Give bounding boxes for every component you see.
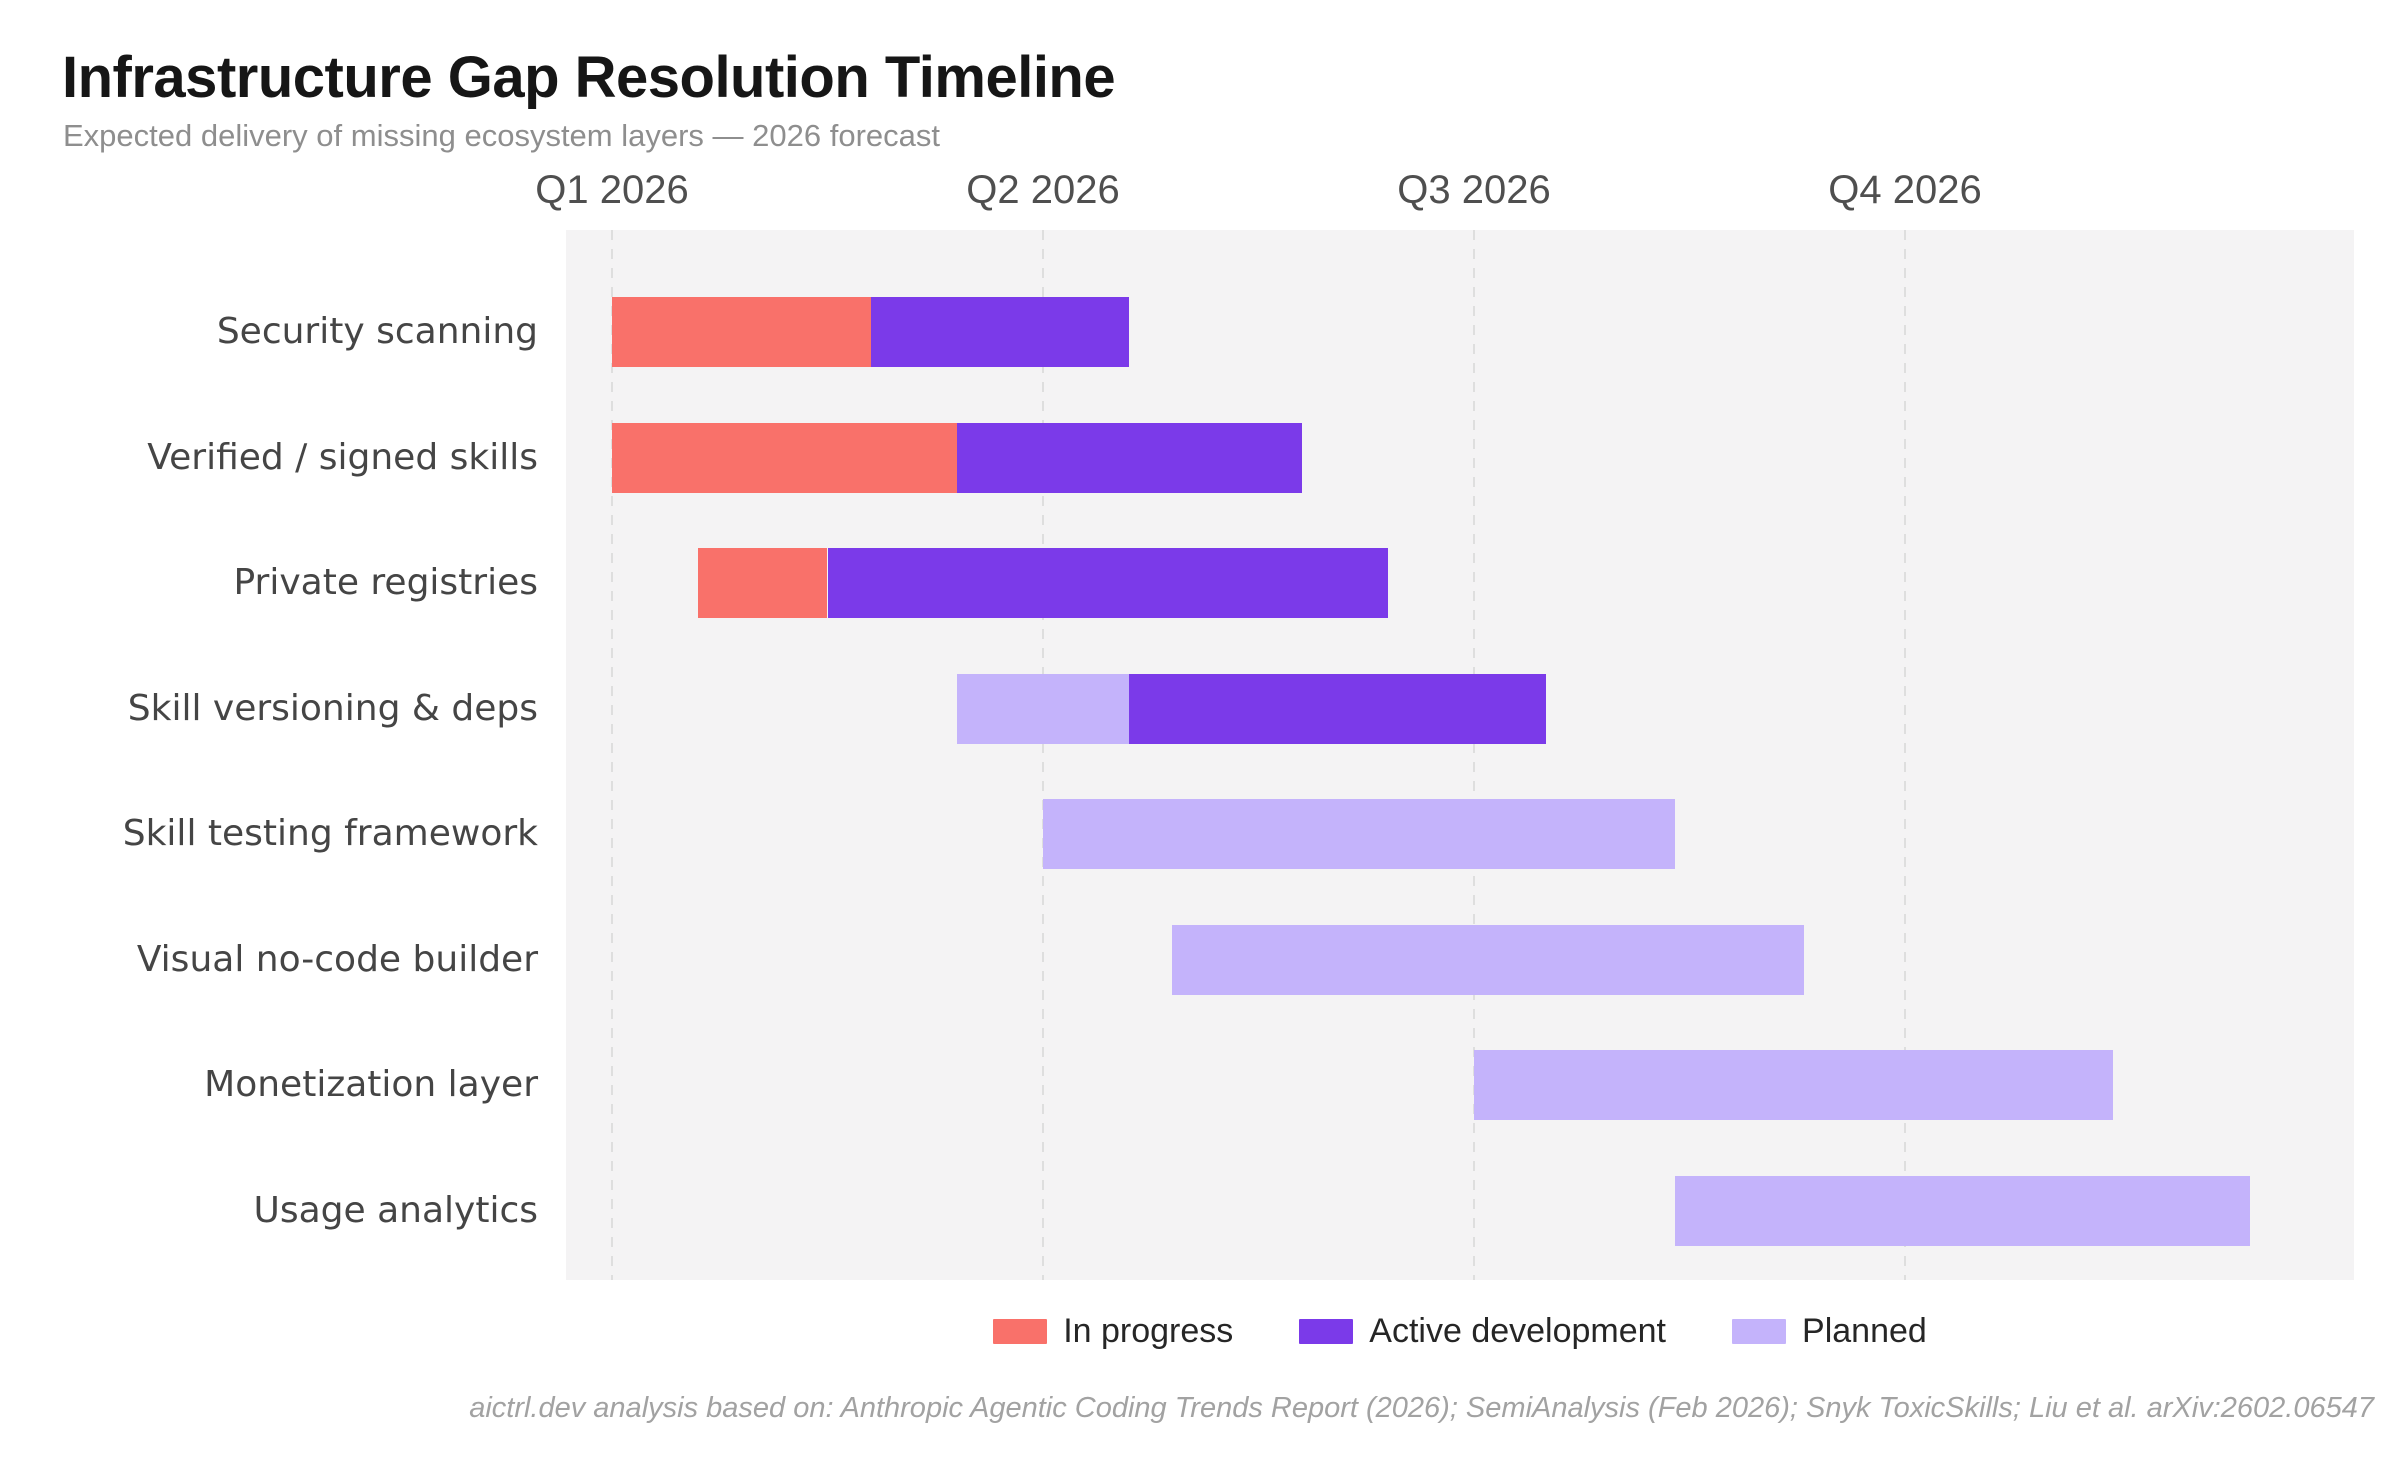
x-tick-q1-2026: Q1 2026	[535, 168, 689, 212]
row-label-security-scanning: Security scanning	[216, 311, 538, 352]
bar-segment-planned	[1675, 1175, 2250, 1246]
x-tick-q2-2026: Q2 2026	[966, 168, 1120, 212]
chart-subtitle: Expected delivery of missing ecosystem l…	[63, 118, 940, 153]
bar-segment-in-progress	[698, 548, 828, 618]
legend: In progress Active development Planned	[566, 1308, 2354, 1354]
row-label-skill-versioning-deps: Skill versioning & deps	[127, 687, 538, 729]
legend-label: In progress	[1063, 1311, 1234, 1350]
bar-segment-planned	[1172, 924, 1805, 995]
bar-segment-in-progress	[612, 422, 957, 493]
row-label-monetization-layer: Monetization layer	[204, 1064, 538, 1105]
bar-segment-in-progress	[612, 297, 871, 367]
chart-title: Infrastructure Gap Resolution Timeline	[62, 45, 1116, 110]
legend-swatch-planned	[1732, 1318, 1787, 1344]
gridline-q2-2026	[1042, 230, 1044, 1280]
bar-segment-planned	[1043, 799, 1676, 869]
bar-segment-active	[870, 297, 1130, 367]
row-label-verified-signed-skills: Verified / signed skills	[147, 436, 538, 478]
x-tick-q4-2026: Q4 2026	[1828, 168, 1982, 212]
gridline-q1-2026	[611, 230, 613, 1280]
legend-swatch-active	[1299, 1318, 1354, 1344]
row-label-skill-testing-framework: Skill testing framework	[122, 813, 538, 854]
bar-segment-planned	[956, 673, 1130, 744]
bar-segment-planned	[1474, 1050, 2114, 1120]
gridline-q4-2026	[1904, 230, 1906, 1280]
gridline-q3-2026	[1473, 230, 1475, 1280]
legend-item-active: Active development	[1299, 1312, 1666, 1351]
legend-label: Planned	[1802, 1311, 1927, 1350]
legend-label: Active development	[1369, 1311, 1667, 1350]
bar-segment-active	[956, 422, 1302, 493]
row-label-visual-no-code-builder: Visual no-code builder	[136, 938, 538, 980]
bar-segment-active	[827, 548, 1388, 618]
row-label-usage-analytics: Usage analytics	[253, 1189, 538, 1231]
legend-swatch-in-progress	[993, 1318, 1048, 1344]
legend-item-in-progress: In progress	[993, 1312, 1233, 1351]
x-tick-q3-2026: Q3 2026	[1397, 168, 1551, 212]
plot-area	[566, 230, 2354, 1280]
row-label-private-registries: Private registries	[233, 562, 538, 603]
legend-item-planned: Planned	[1732, 1312, 1927, 1351]
bar-segment-active	[1129, 673, 1546, 744]
source-note: aictrl.dev analysis based on: Anthropic …	[469, 1392, 2374, 1424]
